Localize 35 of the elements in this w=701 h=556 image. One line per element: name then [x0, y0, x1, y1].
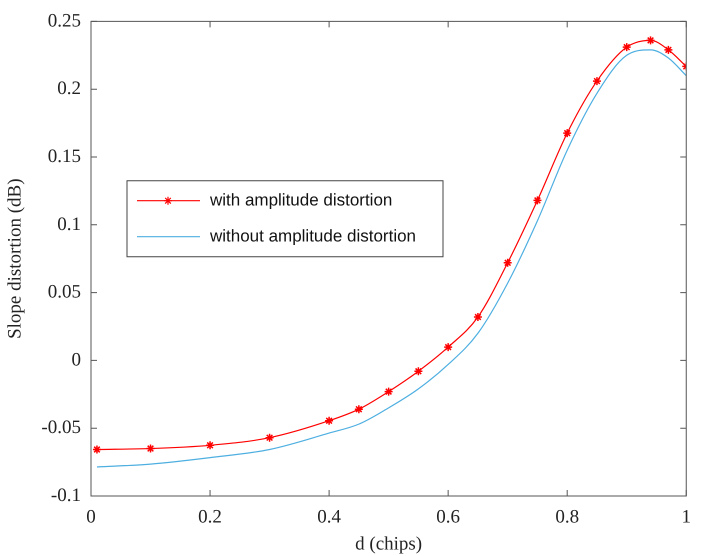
y-tick-label: -0.1: [50, 484, 81, 506]
point: [646, 36, 656, 46]
x-tick-label: 0.8: [555, 506, 580, 528]
point: [205, 440, 215, 450]
point: [562, 128, 572, 138]
point: [592, 76, 602, 86]
point: [622, 42, 632, 52]
x-tick-label: 0.4: [317, 506, 342, 528]
x-tick-label: 0.2: [198, 506, 222, 528]
point: [532, 196, 542, 206]
x-tick-label: 0.6: [436, 506, 460, 528]
y-tick-label: -0.05: [41, 417, 81, 438]
point: [502, 258, 512, 268]
y-axis-title: Slope distortion (dB): [4, 178, 26, 339]
point: [384, 386, 394, 396]
point: [146, 444, 156, 454]
point: [473, 312, 483, 322]
y-tick-label: 0.1: [57, 214, 81, 235]
point: [414, 366, 424, 376]
x-tick-label: 1: [682, 506, 691, 528]
y-tick-label: 0.15: [48, 146, 81, 167]
legend-label: without amplitude distortion: [209, 226, 416, 246]
y-tick-label: 0.2: [57, 78, 81, 100]
point: [92, 444, 102, 454]
x-tick-label: 0: [86, 506, 96, 528]
legend-label: with amplitude distortion: [209, 190, 392, 210]
y-tick-label: 0.05: [48, 282, 81, 303]
x-axis-title: d (chips): [355, 534, 422, 555]
y-tick-label: 0.25: [48, 10, 81, 32]
point: [264, 432, 274, 442]
point: [443, 342, 453, 352]
y-tick-label: 0: [72, 349, 81, 370]
point: [354, 404, 364, 414]
point: [324, 416, 334, 426]
point: [664, 45, 674, 55]
